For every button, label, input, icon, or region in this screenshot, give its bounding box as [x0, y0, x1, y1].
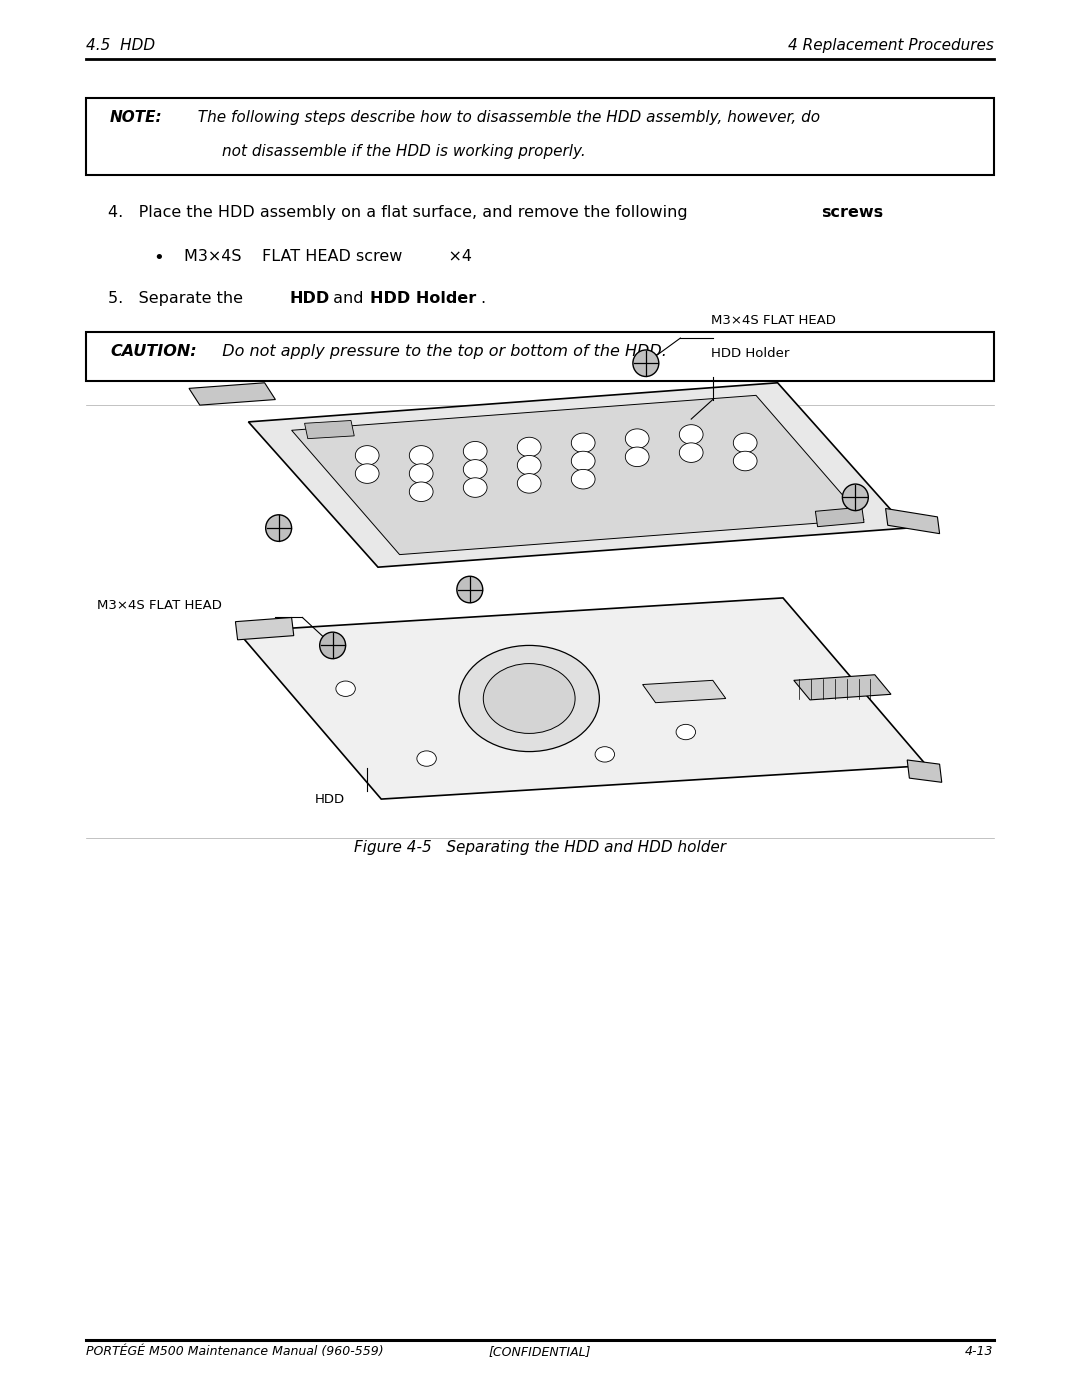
- Text: PORTÉGÉ M500 Maintenance Manual (960-559): PORTÉGÉ M500 Maintenance Manual (960-559…: [86, 1345, 384, 1358]
- Text: NOTE:: NOTE:: [110, 110, 163, 126]
- Ellipse shape: [517, 455, 541, 475]
- Text: 4.5  HDD: 4.5 HDD: [86, 38, 156, 53]
- FancyBboxPatch shape: [86, 332, 994, 381]
- Ellipse shape: [679, 443, 703, 462]
- Polygon shape: [794, 675, 891, 700]
- Ellipse shape: [355, 464, 379, 483]
- Polygon shape: [643, 680, 726, 703]
- Ellipse shape: [266, 515, 292, 541]
- Text: M3×4S FLAT HEAD: M3×4S FLAT HEAD: [711, 314, 836, 327]
- Text: [CONFIDENTIAL]: [CONFIDENTIAL]: [489, 1345, 591, 1358]
- Ellipse shape: [733, 451, 757, 471]
- Text: and: and: [328, 291, 369, 306]
- Text: 4-13: 4-13: [966, 1345, 994, 1358]
- Ellipse shape: [571, 451, 595, 471]
- Polygon shape: [189, 383, 275, 405]
- Text: Do not apply pressure to the top or bottom of the HDD.: Do not apply pressure to the top or bott…: [212, 344, 666, 359]
- Ellipse shape: [625, 447, 649, 467]
- Ellipse shape: [409, 482, 433, 502]
- Ellipse shape: [676, 725, 696, 740]
- Text: HDD Holder: HDD Holder: [711, 348, 789, 360]
- Text: not disassemble if the HDD is working properly.: not disassemble if the HDD is working pr…: [222, 144, 586, 159]
- Ellipse shape: [409, 464, 433, 483]
- Ellipse shape: [517, 474, 541, 493]
- Ellipse shape: [417, 752, 436, 766]
- Polygon shape: [305, 420, 354, 439]
- Text: HDD Holder: HDD Holder: [370, 291, 476, 306]
- Ellipse shape: [633, 351, 659, 376]
- Polygon shape: [292, 395, 864, 555]
- Ellipse shape: [517, 437, 541, 457]
- Text: Figure 4-5   Separating the HDD and HDD holder: Figure 4-5 Separating the HDD and HDD ho…: [354, 840, 726, 855]
- Polygon shape: [235, 617, 294, 640]
- Text: screws: screws: [821, 205, 883, 221]
- Text: M3×4S    FLAT HEAD screw         ×4: M3×4S FLAT HEAD screw ×4: [184, 249, 472, 264]
- Ellipse shape: [463, 460, 487, 479]
- Polygon shape: [238, 598, 927, 799]
- Ellipse shape: [459, 645, 599, 752]
- Text: HDD: HDD: [314, 793, 345, 806]
- Text: CAUTION:: CAUTION:: [110, 344, 197, 359]
- Ellipse shape: [571, 469, 595, 489]
- Ellipse shape: [320, 631, 346, 658]
- Text: .: .: [481, 291, 486, 306]
- Ellipse shape: [484, 664, 576, 733]
- Polygon shape: [815, 507, 864, 527]
- Text: The following steps describe how to disassemble the HDD assembly, however, do: The following steps describe how to disa…: [188, 110, 820, 126]
- Text: 4.   Place the HDD assembly on a flat surface, and remove the following: 4. Place the HDD assembly on a flat surf…: [108, 205, 692, 221]
- Text: .: .: [877, 205, 882, 221]
- Ellipse shape: [571, 433, 595, 453]
- Ellipse shape: [625, 429, 649, 448]
- Polygon shape: [886, 509, 940, 534]
- Ellipse shape: [336, 682, 355, 697]
- Text: 5.   Separate the: 5. Separate the: [108, 291, 248, 306]
- Ellipse shape: [457, 577, 483, 604]
- Ellipse shape: [733, 433, 757, 453]
- Ellipse shape: [463, 478, 487, 497]
- Ellipse shape: [595, 746, 615, 763]
- FancyBboxPatch shape: [86, 98, 994, 175]
- Text: •: •: [153, 249, 164, 267]
- Ellipse shape: [355, 446, 379, 465]
- Ellipse shape: [679, 425, 703, 444]
- Ellipse shape: [409, 446, 433, 465]
- Polygon shape: [907, 760, 942, 782]
- Text: M3×4S FLAT HEAD: M3×4S FLAT HEAD: [97, 599, 222, 612]
- Ellipse shape: [842, 485, 868, 510]
- Text: HDD: HDD: [289, 291, 329, 306]
- Text: 4 Replacement Procedures: 4 Replacement Procedures: [787, 38, 994, 53]
- Polygon shape: [248, 383, 907, 567]
- Ellipse shape: [463, 441, 487, 461]
